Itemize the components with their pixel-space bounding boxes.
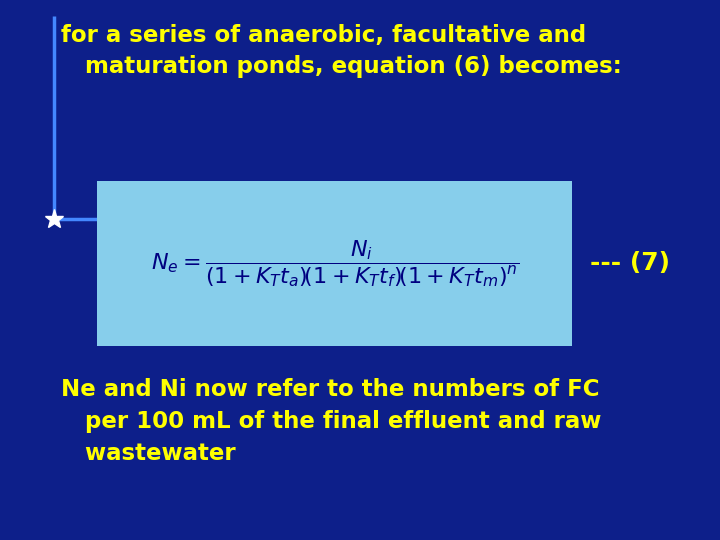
- Text: for a series of anaerobic, facultative and
   maturation ponds, equation (6) bec: for a series of anaerobic, facultative a…: [61, 24, 622, 78]
- Text: Ne and Ni now refer to the numbers of FC
   per 100 mL of the final effluent and: Ne and Ni now refer to the numbers of FC…: [61, 378, 602, 465]
- Text: --- (7): --- (7): [590, 251, 670, 275]
- FancyBboxPatch shape: [97, 181, 572, 346]
- Text: $N_e = \dfrac{N_i}{\left(1 + K_T t_a\right)\!\left(1 + K_T t_f\right)\!\left(1 +: $N_e = \dfrac{N_i}{\left(1 + K_T t_a\rig…: [150, 238, 519, 289]
